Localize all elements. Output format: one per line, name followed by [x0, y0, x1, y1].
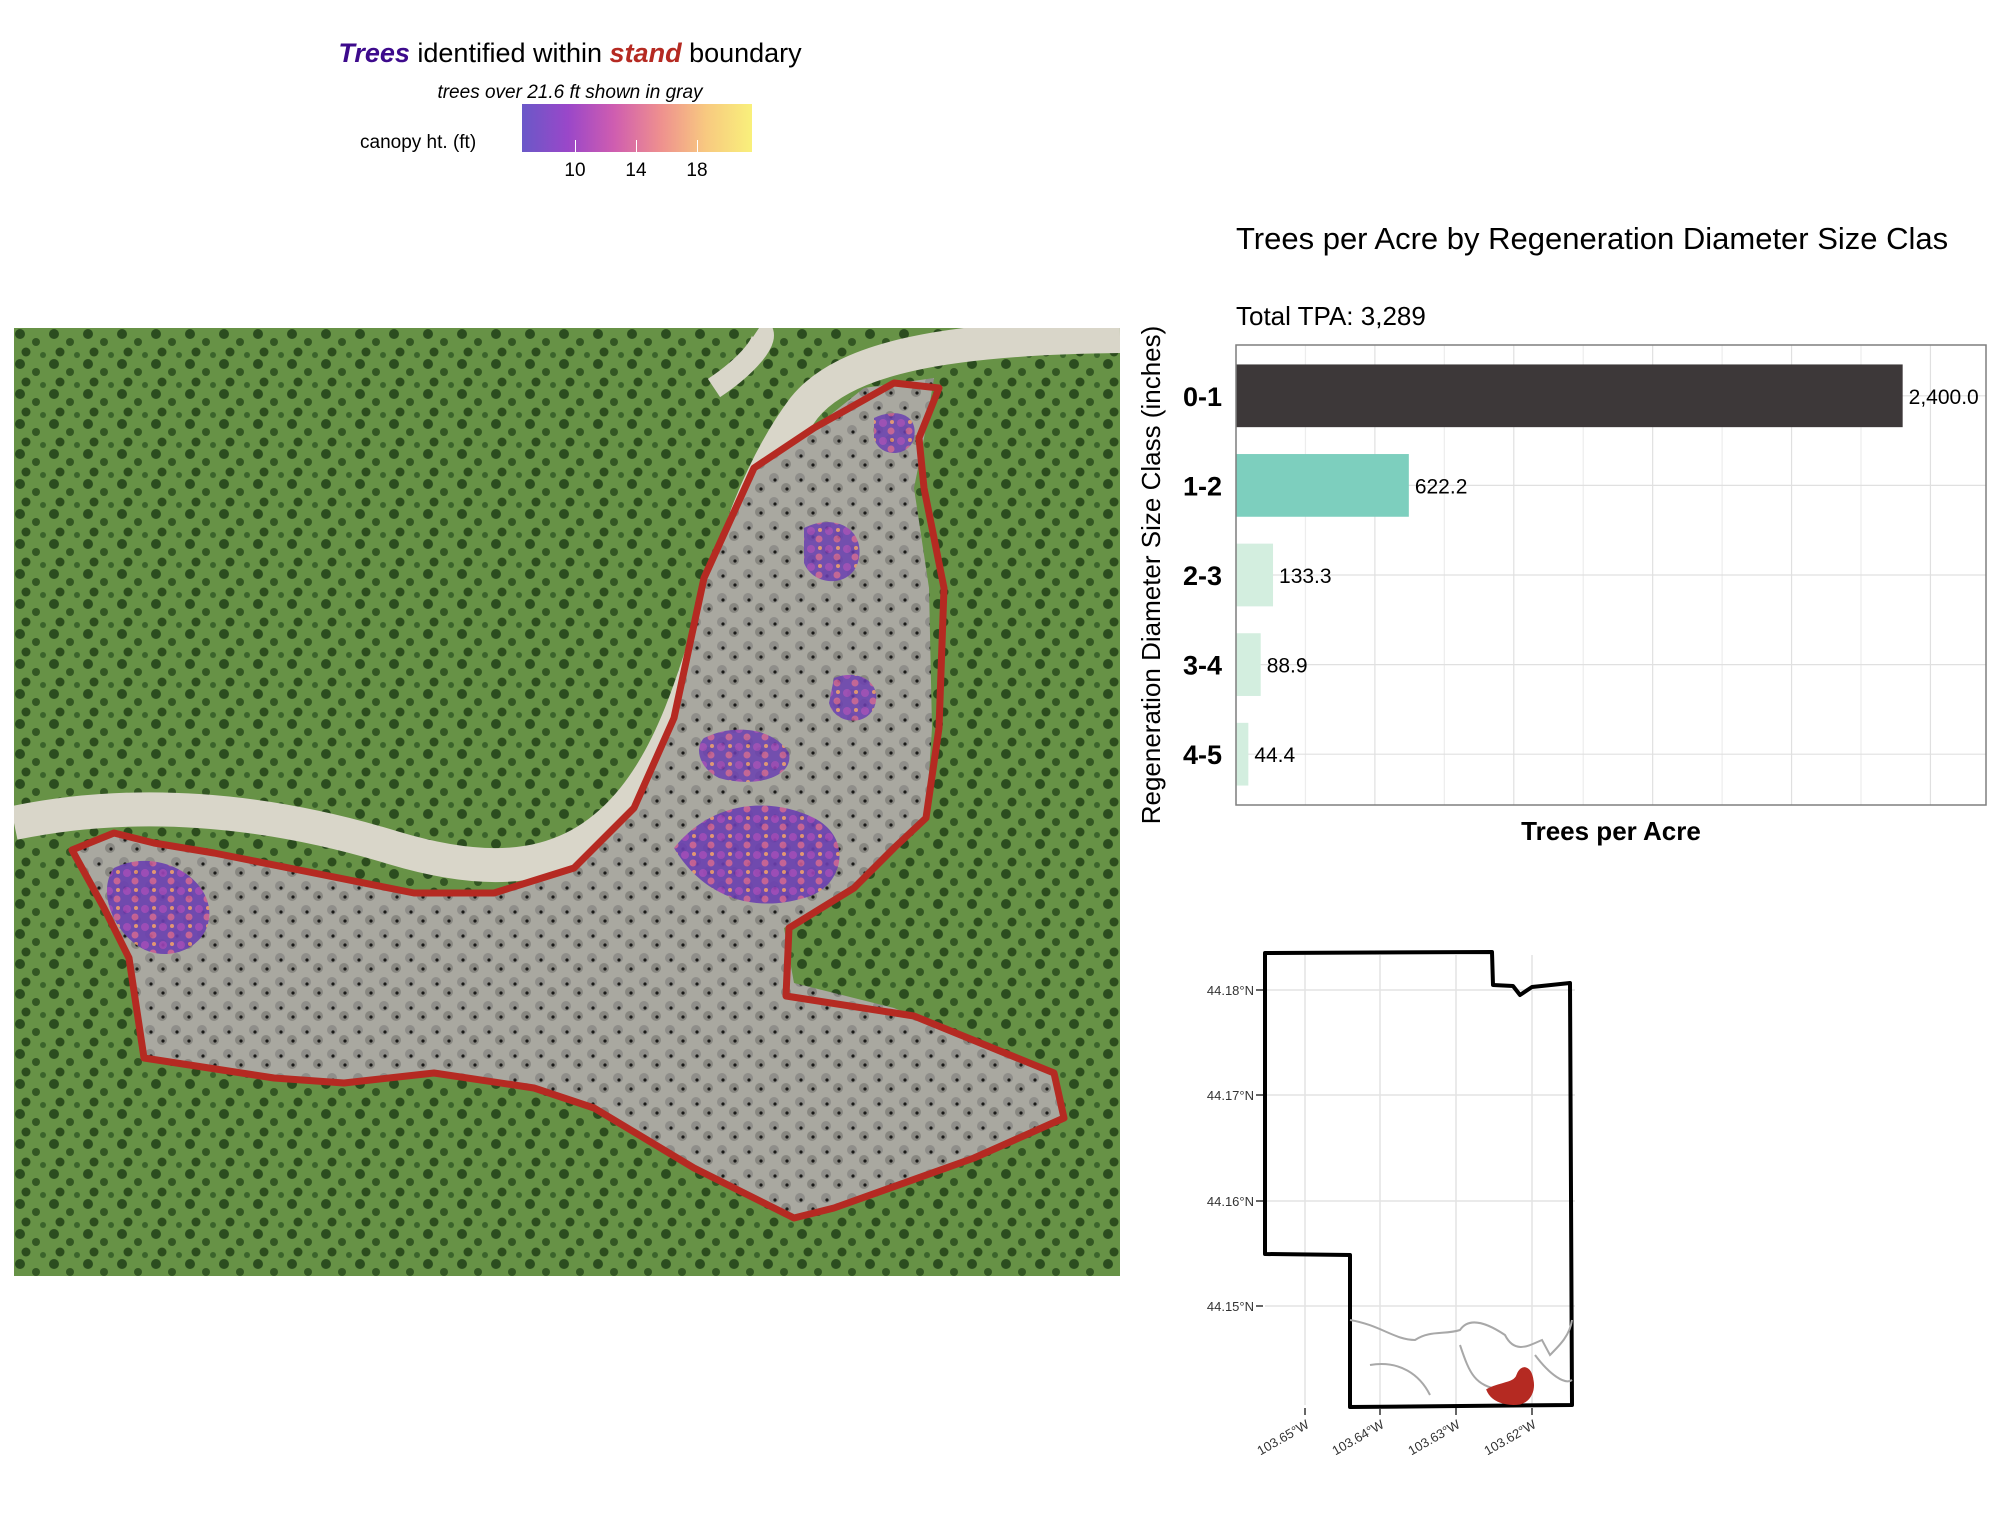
category-label-3-4: 3-4: [1183, 651, 1222, 681]
bar-0-1: [1236, 364, 1903, 428]
canopy-height-colorbar: [522, 104, 752, 152]
legend-subtitle: trees over 21.6 ft shown in gray: [437, 82, 703, 103]
aerial-map-svg: [14, 328, 1120, 1276]
chart-subtitle: Total TPA: 3,289: [1236, 301, 1426, 331]
colorbar-tick-14: 14: [625, 160, 647, 181]
chart-title: Trees per Acre by Regeneration Diameter …: [1236, 221, 1948, 256]
lon-tick-103.63: 103.63°W: [1405, 1416, 1463, 1455]
lon-tick-103.64: 103.64°W: [1329, 1416, 1387, 1455]
colorbar-tickmark: [697, 140, 698, 152]
regen-patch: [106, 860, 210, 955]
locator-map: 44.18°N 44.17°N 44.16°N 44.15°N 103.65°W…: [1207, 950, 1575, 1455]
category-label-4-5: 4-5: [1183, 740, 1222, 770]
colorbar-tick-10: 10: [564, 160, 586, 181]
property-boundary: [1263, 950, 1574, 1409]
category-label-1-2: 1-2: [1183, 471, 1222, 501]
x-axis-label: Trees per Acre: [1521, 816, 1701, 846]
stand-outlines: [1369, 1344, 1573, 1396]
regen-patch: [829, 674, 877, 721]
legend-title: Trees identified within stand boundary: [270, 38, 870, 69]
aerial-map[interactable]: [14, 328, 1120, 1276]
value-label-1-2: 622.2: [1415, 475, 1468, 498]
plot-panel-border: [1235, 344, 1987, 806]
category-label-0-1: 0-1: [1183, 382, 1222, 412]
legend-title-mid: identified within: [417, 38, 603, 68]
bar-1-2: [1236, 454, 1409, 517]
value-label-2-3: 133.3: [1279, 565, 1332, 588]
bar-4-5: [1236, 722, 1249, 786]
legend-title-end: boundary: [689, 38, 802, 68]
lat-tick-44.18: 44.18°N: [1207, 983, 1254, 998]
lat-tick-44.16: 44.16°N: [1207, 1194, 1254, 1209]
bar-2-3: [1236, 543, 1274, 607]
regen-patch: [699, 729, 790, 782]
y-axis-label: Regeneration Diameter Size Class (inches…: [1136, 326, 1166, 825]
colorbar-tickmark: [636, 140, 637, 152]
tpa-bar-chart: Trees per Acre by Regeneration Diameter …: [1136, 221, 1987, 846]
value-label-3-4: 88.9: [1267, 655, 1308, 678]
legend-title-stand: stand: [609, 38, 682, 68]
stand-interior: [72, 378, 1064, 1218]
value-label-0-1: 2,400.0: [1909, 386, 1979, 409]
stand-boundary: [68, 379, 1068, 1222]
stand-location: [1486, 1367, 1534, 1405]
lat-tick-44.15: 44.15°N: [1207, 1299, 1254, 1314]
road-branch: [707, 328, 774, 398]
colorbar-tickmark: [575, 140, 576, 152]
value-label-4-5: 44.4: [1254, 744, 1295, 767]
legend-title-trees: Trees: [338, 38, 410, 68]
regen-patch: [804, 522, 860, 582]
regen-patch: [674, 805, 840, 904]
chart-bars: 2,400.0 622.2 133.3 88.9 44.4: [1236, 364, 1979, 786]
category-label-2-3: 2-3: [1183, 561, 1222, 591]
stand-outlines: [1349, 1319, 1573, 1357]
lon-tick-103.62: 103.62°W: [1481, 1416, 1539, 1455]
colorbar-label: canopy ht. (ft): [360, 132, 477, 153]
bar-3-4: [1236, 633, 1261, 696]
lon-tick-103.65: 103.65°W: [1254, 1416, 1312, 1455]
colorbar-tick-18: 18: [686, 160, 708, 181]
regen-patch: [874, 413, 915, 453]
lat-tick-44.17: 44.17°N: [1207, 1088, 1254, 1103]
